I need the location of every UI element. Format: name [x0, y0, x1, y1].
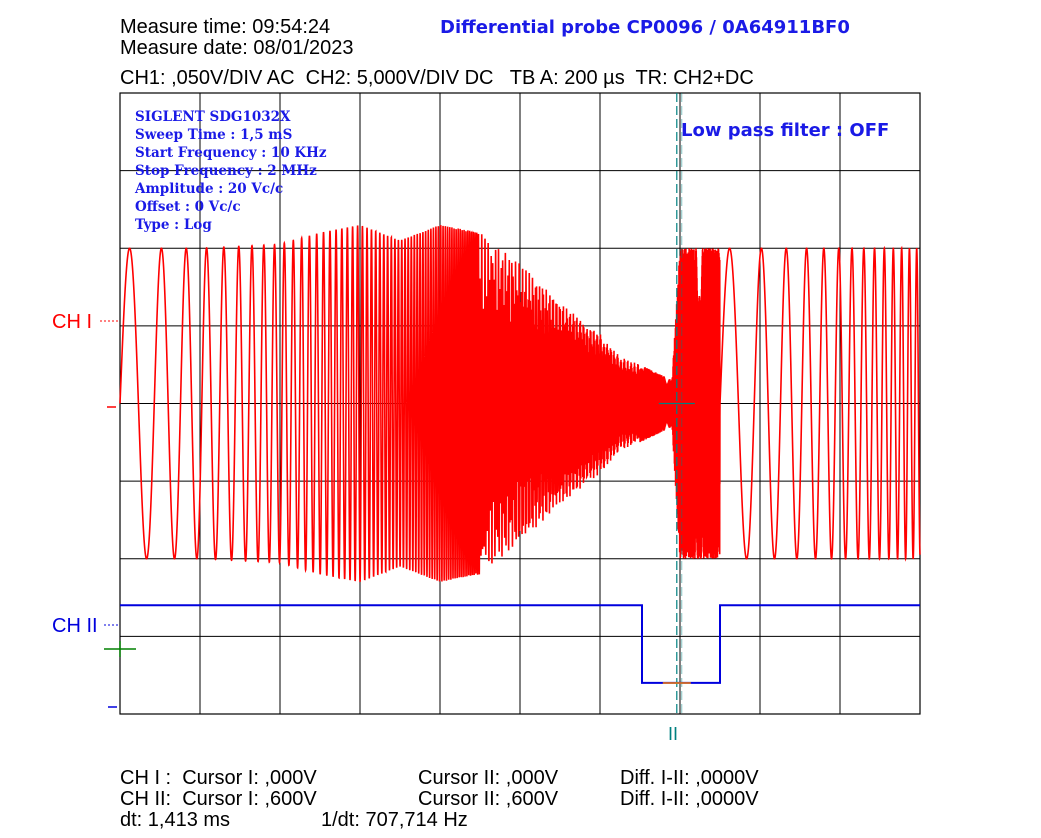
generator-settings: SIGLENT SDG1032X Sweep Time : 1,5 mS Sta… [135, 108, 327, 234]
gen-line-model: SIGLENT SDG1032X [135, 109, 291, 125]
ch1-diff: Diff. I-II: ,0000V [620, 767, 759, 789]
gen-line-sweep-time: Sweep Time : 1,5 mS [135, 127, 293, 143]
ch2-cursor-i: CH II: Cursor I: ,600V [120, 788, 317, 810]
gen-line-offset: Offset : 0 Vc/c [135, 199, 241, 215]
ch1-cursor-ii: Cursor II: ,000V [418, 767, 559, 789]
gen-line-amplitude: Amplitude : 20 Vc/c [135, 181, 284, 197]
ch1-cursor-i: CH I : Cursor I: ,000V [120, 767, 317, 789]
ch2-cursor-ii: Cursor II: ,600V [418, 788, 559, 810]
ch2-diff: Diff. I-II: ,0000V [620, 788, 759, 810]
ch1-label: CH I [52, 311, 92, 333]
low-pass-filter-status: Low pass filter : OFF [681, 120, 890, 141]
measure-date: Measure date: 08/01/2023 [120, 37, 354, 59]
ch1-trace [119, 225, 921, 583]
ch2-label: CH II [52, 615, 98, 637]
delta-time: dt: 1,413 ms [120, 809, 231, 831]
gen-line-type: Type : Log [135, 217, 212, 233]
gen-line-stop-frequency: Stop Frequency : 2 MHz [135, 163, 317, 179]
probe-title: Differential probe CP0096 / 0A64911BF0 [440, 17, 850, 38]
cursor-ii-label: II [668, 724, 679, 744]
measure-time: Measure time: 09:54:24 [120, 16, 331, 38]
gen-line-start-frequency: Start Frequency : 10 KHz [135, 145, 327, 161]
channel-settings: CH1: ,050V/DIV AC CH2: 5,000V/DIV DC TB … [120, 67, 754, 89]
inverse-delta-time: 1/dt: 707,714 Hz [321, 809, 468, 831]
